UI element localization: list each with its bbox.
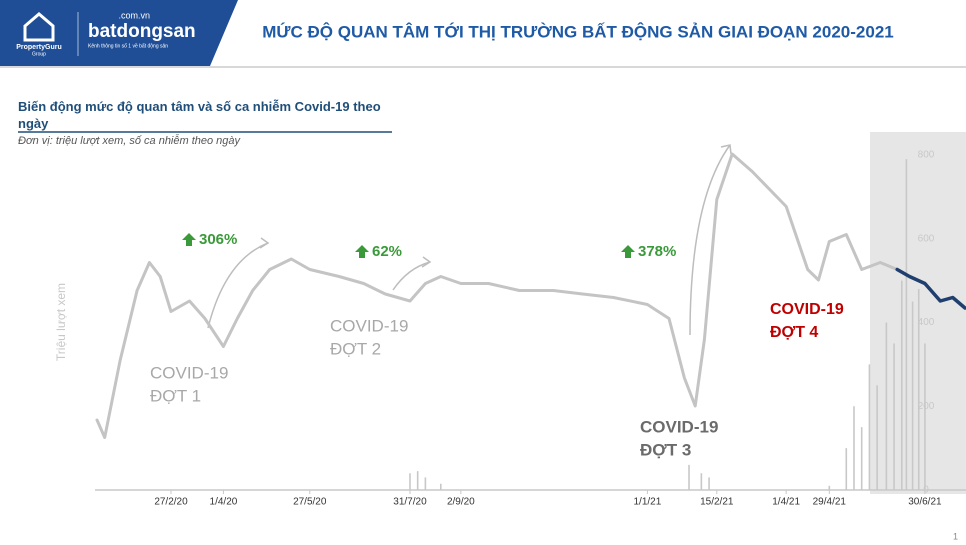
case-bar xyxy=(708,477,710,490)
annotation: 306% xyxy=(199,231,237,248)
up-arrow-icon xyxy=(181,233,196,246)
up-arrow-icon xyxy=(620,245,635,258)
brand: PropertyGuru xyxy=(16,44,62,51)
logo-icon xyxy=(23,12,55,42)
trend-arrow xyxy=(207,242,269,329)
case-bar xyxy=(924,343,926,490)
y2-tick-label: 200 xyxy=(918,401,935,412)
case-bar xyxy=(868,364,871,490)
annotation: 378% xyxy=(638,243,676,260)
trend-arrow-head xyxy=(259,237,270,249)
case-bar xyxy=(440,483,442,490)
x-tick-label: 30/6/21 xyxy=(908,497,942,508)
case-bar xyxy=(900,280,903,490)
annotation: COVID-19 xyxy=(330,316,408,335)
x-tick-label: 31/7/20 xyxy=(393,497,427,508)
y2-tick-label: 800 xyxy=(918,150,935,161)
page-title: MỨC ĐỘ QUAN TÂM TỚI THỊ TRƯỜNG BẤT ĐỘNG … xyxy=(262,22,893,41)
brand-sub: Group xyxy=(32,51,46,57)
case-bar xyxy=(416,471,419,490)
y-axis-label: Triệu lượt xem xyxy=(54,283,68,361)
case-bar xyxy=(409,473,411,490)
case-bar xyxy=(845,448,848,490)
case-bar xyxy=(893,343,895,490)
annotation: COVID-19 xyxy=(770,301,844,318)
chart-subtitle: Đơn vị: triệu lượt xem, số ca nhiễm theo… xyxy=(18,135,241,147)
case-bar xyxy=(911,301,914,490)
brand: batdongsan xyxy=(88,21,196,42)
chart-title: Biến động mức độ quan tâm và số ca nhiễm… xyxy=(18,99,381,131)
x-tick-label: 29/4/21 xyxy=(813,497,847,508)
case-bar xyxy=(876,385,878,490)
page-number: 1 xyxy=(953,531,958,541)
x-tick-label: 2/9/20 xyxy=(447,497,475,508)
y2-tick-label: 600 xyxy=(918,233,935,244)
interest-line xyxy=(895,267,966,310)
case-bar xyxy=(905,159,908,490)
case-bar xyxy=(885,322,888,490)
x-tick-label: 27/2/20 xyxy=(154,497,188,508)
up-arrow-icon xyxy=(354,245,369,258)
interest-line xyxy=(95,152,899,439)
x-tick-label: 27/5/20 xyxy=(293,497,327,508)
brand-tagline: Kênh thông tin số 1 về bất động sản xyxy=(88,43,168,49)
annotation: ĐỢT 4 xyxy=(770,324,818,341)
annotation: COVID-19 xyxy=(150,363,228,382)
y2-tick-label: 0 xyxy=(923,485,929,496)
x-tick-label: 15/2/21 xyxy=(700,497,734,508)
annotation: ĐỢT 2 xyxy=(330,339,381,358)
x-tick-label: 1/4/20 xyxy=(210,497,238,508)
annotation: COVID-19 xyxy=(640,417,718,436)
header-band xyxy=(0,0,238,66)
annotation: 62% xyxy=(372,243,402,260)
x-tick-label: 1/1/21 xyxy=(633,497,661,508)
y2-tick-label: 400 xyxy=(918,317,935,328)
annotation: ĐỢT 1 xyxy=(150,386,201,405)
trend-arrow xyxy=(392,261,431,291)
case-bar xyxy=(688,464,690,490)
case-bar xyxy=(853,406,855,490)
case-bar xyxy=(424,477,427,490)
case-bar xyxy=(860,427,863,490)
annotation: ĐỢT 3 xyxy=(640,440,691,459)
trend-arrow-head xyxy=(421,256,432,268)
case-bar xyxy=(700,473,703,490)
x-tick-label: 1/4/21 xyxy=(772,497,800,508)
brand-domain: .com.vn xyxy=(118,10,150,20)
trend-arrow xyxy=(689,144,731,336)
trend-arrow-head xyxy=(720,144,732,155)
case-bar xyxy=(917,289,920,490)
case-bar xyxy=(828,485,831,490)
